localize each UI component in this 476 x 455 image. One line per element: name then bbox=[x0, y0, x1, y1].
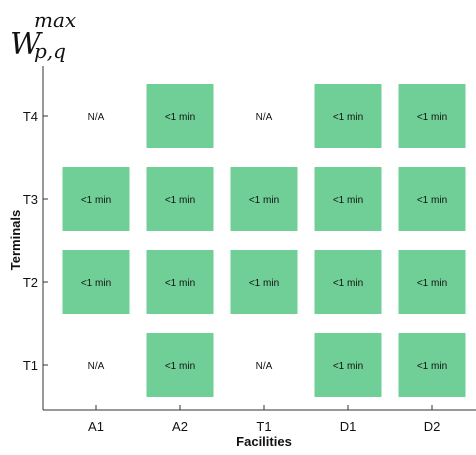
x-tick-label: D2 bbox=[424, 419, 441, 434]
x-tick-label: D1 bbox=[340, 419, 357, 434]
cell-value-label: <1 min bbox=[165, 361, 195, 372]
heatmap-cell bbox=[314, 250, 382, 314]
heatmap-cell bbox=[146, 333, 214, 397]
x-tick-label: A2 bbox=[172, 419, 188, 434]
cell-value-label: <1 min bbox=[81, 278, 111, 289]
heatmap-cell bbox=[398, 167, 466, 231]
heatmap-cell bbox=[146, 84, 214, 148]
heatmap-cell bbox=[314, 167, 382, 231]
heatmap-cell bbox=[398, 250, 466, 314]
axes: A1 A2 T1 D1 D2 T4 T3 T2 T1 bbox=[23, 66, 476, 434]
cell-value-label: <1 min bbox=[333, 112, 363, 123]
cell-value-label: <1 min bbox=[81, 195, 111, 206]
x-axis-title: Facilities bbox=[236, 434, 292, 449]
y-axis-title: Terminals bbox=[8, 210, 23, 270]
heatmap-cell bbox=[146, 250, 214, 314]
heatmap-cells: N/A <1 min N/A <1 min <1 min <1 min <1 min <1 m… bbox=[62, 84, 466, 397]
y-tick-label: T4 bbox=[23, 109, 38, 124]
title-main: W bbox=[10, 27, 43, 62]
x-tick-label: T1 bbox=[256, 419, 271, 434]
cell-value-label: <1 min bbox=[249, 195, 279, 206]
cell-value-label: N/A bbox=[256, 361, 273, 372]
cell-value-label: <1 min bbox=[165, 112, 195, 123]
heatmap-cell bbox=[398, 84, 466, 148]
heatmap-cell bbox=[230, 167, 298, 231]
cell-value-label: <1 min bbox=[333, 361, 363, 372]
cell-value-label: N/A bbox=[88, 112, 105, 123]
cell-value-label: <1 min bbox=[165, 195, 195, 206]
title-superscript: max bbox=[34, 8, 76, 32]
heatmap-cell bbox=[62, 250, 130, 314]
heatmap-cell bbox=[146, 167, 214, 231]
y-tick-label: T3 bbox=[23, 192, 38, 207]
y-tick-label: T1 bbox=[23, 358, 38, 373]
x-tick-label: A1 bbox=[88, 419, 104, 434]
heatmap-cell bbox=[62, 167, 130, 231]
title-subscript: p,q bbox=[34, 39, 66, 63]
cell-value-label: <1 min bbox=[333, 195, 363, 206]
cell-value-label: <1 min bbox=[165, 278, 195, 289]
cell-value-label: N/A bbox=[88, 361, 105, 372]
heatmap-cell bbox=[314, 333, 382, 397]
heatmap-cell bbox=[314, 84, 382, 148]
y-tick-label: T2 bbox=[23, 275, 38, 290]
cell-value-label: N/A bbox=[256, 112, 273, 123]
cell-value-label: <1 min bbox=[417, 278, 447, 289]
cell-value-label: <1 min bbox=[249, 278, 279, 289]
heatmap-cell bbox=[398, 333, 466, 397]
heatmap-cell bbox=[230, 250, 298, 314]
chart-title: W max p,q bbox=[10, 8, 76, 63]
cell-value-label: <1 min bbox=[417, 195, 447, 206]
cell-value-label: <1 min bbox=[333, 278, 363, 289]
cell-value-label: <1 min bbox=[417, 112, 447, 123]
cell-value-label: <1 min bbox=[417, 361, 447, 372]
